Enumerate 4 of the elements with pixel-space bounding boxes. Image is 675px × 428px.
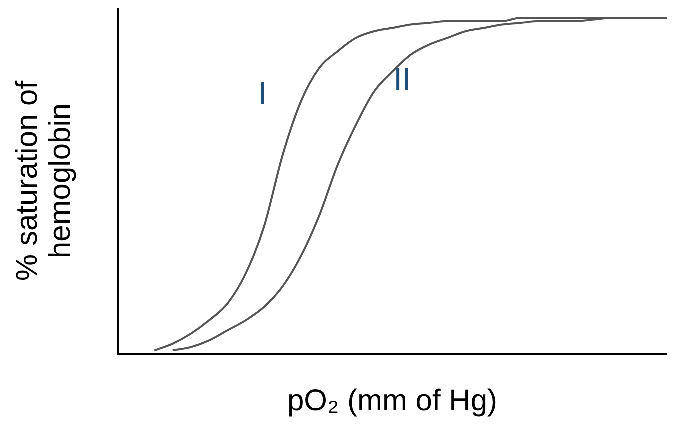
series-label: II <box>394 62 412 98</box>
y-axis-title: % saturation of hemoglobin <box>10 80 77 282</box>
series-label: I <box>258 76 268 112</box>
x-axis-title: pO₂ (mm of Hg) <box>288 384 498 418</box>
